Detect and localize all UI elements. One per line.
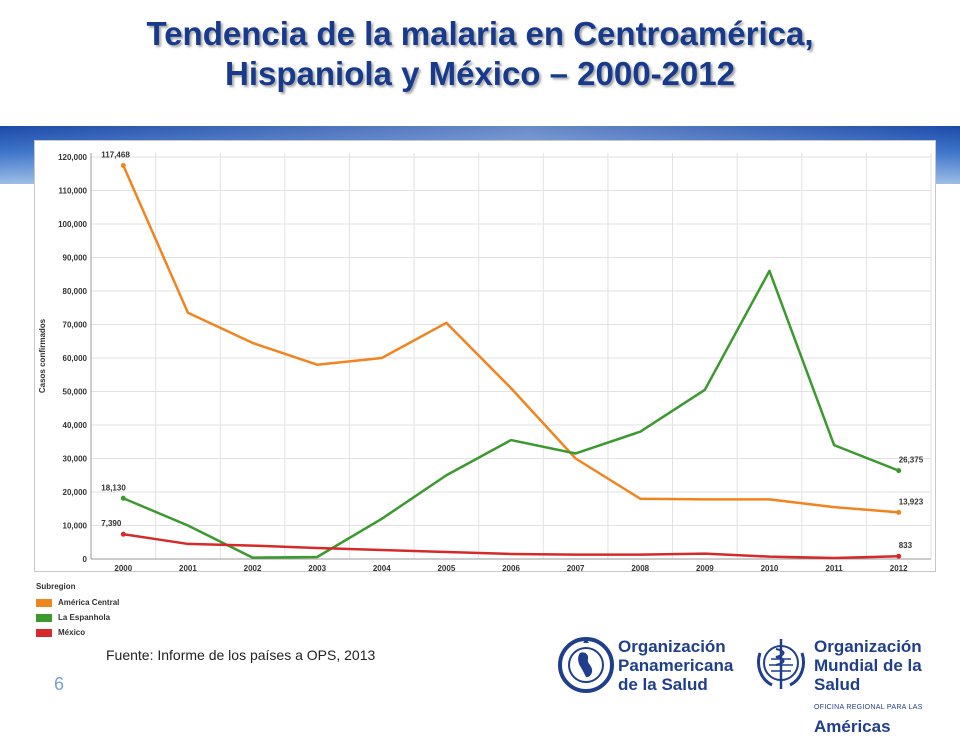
legend-swatch-mexico <box>36 628 52 637</box>
x-tick-label: 2011 <box>825 564 843 571</box>
oms-name-line1: Organización <box>814 637 922 656</box>
opa-emblem-icon <box>558 637 614 693</box>
y-tick-label: 80,000 <box>63 287 88 296</box>
y-tick-label: 70,000 <box>63 321 88 330</box>
source-note: Fuente: Informe de los países a OPS, 201… <box>106 647 376 663</box>
x-tick-label: 2004 <box>373 564 391 571</box>
legend-title: Subregion <box>36 582 76 591</box>
y-tick-label: 50,000 <box>63 388 88 397</box>
x-tick-label: 2001 <box>179 564 197 571</box>
legend-item-america-central: América Central <box>36 595 119 610</box>
opa-logo: Organización Panamericana de la Salud <box>558 633 738 703</box>
x-tick-label: 2000 <box>114 564 132 571</box>
x-tick-label: 2010 <box>761 564 779 571</box>
series-line <box>123 533 899 560</box>
y-tick-label: 110,000 <box>59 187 88 196</box>
x-tick-label: 2008 <box>631 564 649 571</box>
slide-title: Tendencia de la malaria en Centroamérica… <box>0 14 960 94</box>
data-point <box>896 509 902 515</box>
legend-item-mexico: México <box>36 625 119 640</box>
y-axis-label: Casos confirmados <box>38 318 47 393</box>
slide-title-line2: Hispaniola y México – 2000-2012 <box>225 55 735 92</box>
y-tick-label: 60,000 <box>63 354 88 363</box>
y-tick-label: 30,000 <box>63 455 88 464</box>
x-tick-label: 2006 <box>502 564 520 571</box>
oms-regional-office: OFICINA REGIONAL PARA LAS <box>814 704 923 711</box>
x-tick-label: 2009 <box>696 564 714 571</box>
oms-emblem-icon <box>757 639 805 689</box>
data-label: 117,468 <box>101 150 130 159</box>
data-point <box>896 553 902 559</box>
y-tick-label: 20,000 <box>63 488 88 497</box>
legend-label-america-central: América Central <box>58 598 120 607</box>
line-chart: 0 10,000 20,000 30,000 40,000 50,000 60,000 70,… <box>38 150 932 571</box>
oms-name-line2: Mundial de la Salud <box>814 656 922 694</box>
chart-container: 0 10,000 20,000 30,000 40,000 50,000 60,000 70,… <box>34 140 936 572</box>
opa-name-line3: de la Salud <box>618 675 708 694</box>
data-point <box>120 162 126 168</box>
data-label: 18,130 <box>101 483 126 492</box>
data-label: 26,375 <box>899 456 924 465</box>
opa-name-line1: Organización <box>618 637 726 656</box>
y-tick-label: 0 <box>83 555 88 564</box>
x-tick-label: 2002 <box>244 564 262 571</box>
x-tick-label: 2005 <box>437 564 455 571</box>
legend-label-la-espanhola: La Espanhola <box>58 613 111 622</box>
data-label: 833 <box>899 541 913 550</box>
legend-swatch-america-central <box>36 598 52 607</box>
legend-item-la-espanhola: La Espanhola <box>36 610 119 625</box>
legend-label-mexico: México <box>58 628 86 637</box>
page-number: 6 <box>54 674 65 694</box>
oms-logo: Organización Mundial de la Salud OFICINA… <box>752 633 952 736</box>
legend-swatch-la-espanhola <box>36 613 52 622</box>
opa-name-line2: Panamericana <box>618 656 734 675</box>
chart-legend: Subregion América Central La Espanhola M… <box>36 582 119 640</box>
data-point <box>120 495 126 501</box>
slide-title-line1: Tendencia de la malaria en Centroamérica… <box>146 15 814 52</box>
series-line <box>122 164 899 514</box>
x-tick-label: 2003 <box>308 564 326 571</box>
y-tick-label: 10,000 <box>63 522 88 531</box>
y-tick-label: 40,000 <box>63 421 88 430</box>
y-tick-label: 120,000 <box>58 153 87 162</box>
data-point <box>120 531 126 537</box>
x-tick-label: 2007 <box>567 564 585 571</box>
data-point <box>896 468 902 474</box>
x-tick-label: 2012 <box>890 564 908 571</box>
y-tick-label: 90,000 <box>63 254 88 263</box>
data-label: 7,390 <box>101 519 122 528</box>
y-tick-label: 100,000 <box>58 220 87 229</box>
series-line <box>122 269 900 559</box>
data-label: 13,923 <box>899 497 924 506</box>
